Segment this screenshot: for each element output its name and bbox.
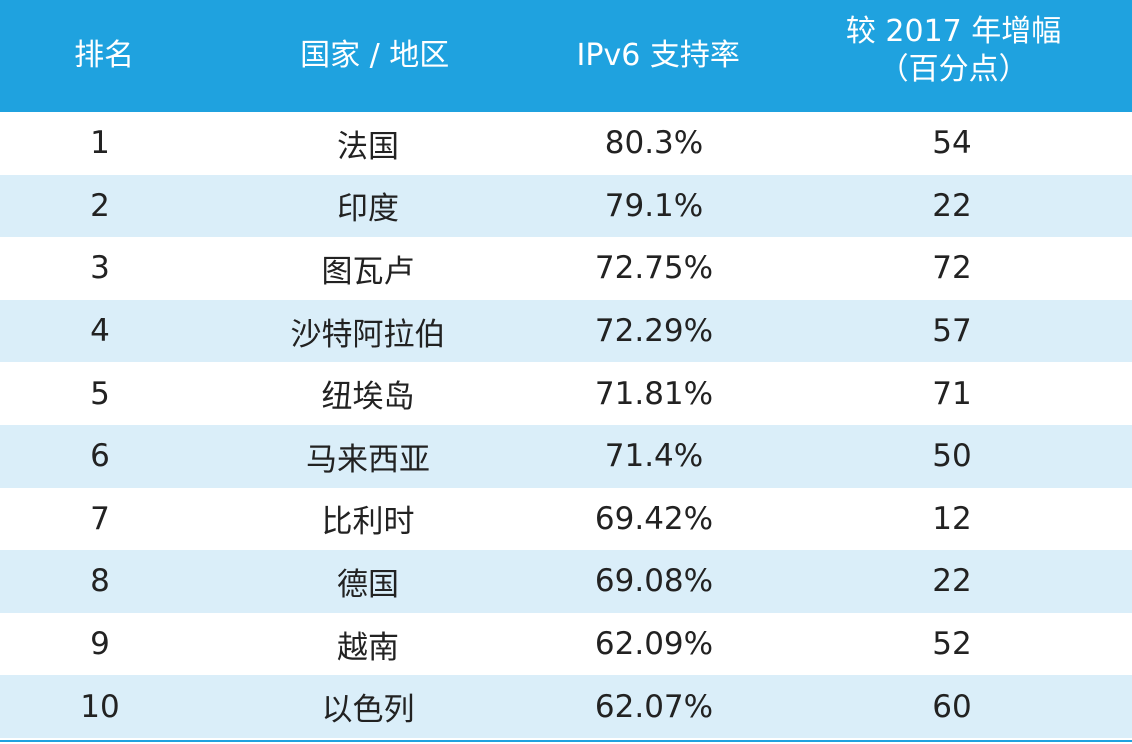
table-row: 2 印度 79.1% 22 [0,174,1132,238]
cell-growth: 72 [932,250,972,287]
header-growth: 较 2017 年增幅 （百分点） [775,13,1132,89]
cell-growth: 12 [932,500,972,537]
cell-growth: 71 [932,375,972,412]
cell-growth: 57 [932,313,972,350]
cell-rate: 62.09% [594,626,714,663]
cell-rank: 2 [90,187,110,224]
cell-country: 比利时 [321,504,415,541]
cell-rank: 7 [90,500,110,537]
cell-country: 法国 [337,128,399,165]
table-row: 1 法国 80.3% 54 [0,112,1132,175]
table-row: 3 图瓦卢 72.75% 72 [0,237,1132,300]
cell-rate: 72.29% [594,313,714,350]
cell-rate: 71.4% [604,438,704,475]
table-row: 7 比利时 69.42% 12 [0,488,1132,551]
cell-rank: 3 [90,250,110,287]
cell-rate: 71.81% [594,375,714,412]
cell-growth: 54 [932,125,972,162]
cell-rate: 62.07% [594,688,714,725]
table-body: 1 法国 80.3% 54 2 印度 79.1% 22 3 图瓦卢 72.75%… [0,112,1132,738]
table-header: 排名 国家 / 地区 IPv6 支持率 较 2017 年增幅 （百分点） [0,0,1132,112]
header-growth-line1: 较 2017 年增幅 [845,14,1062,49]
cell-country: 马来西亚 [306,441,430,478]
header-rate: IPv6 支持率 [576,38,740,73]
cell-rate: 72.75% [594,250,714,287]
header-rank: 排名 [74,38,135,73]
cell-rate: 69.08% [594,563,714,600]
cell-country: 以色列 [321,692,415,729]
header-country: 国家 / 地区 [300,38,450,73]
table-row: 9 越南 62.09% 52 [0,613,1132,676]
cell-growth: 22 [932,187,972,224]
header-growth-line2: （百分点） [878,52,1029,87]
cell-rank: 9 [90,626,110,663]
cell-country: 印度 [337,191,399,228]
cell-growth: 22 [932,563,972,600]
cell-country: 图瓦卢 [321,253,415,290]
cell-country: 纽埃岛 [321,379,415,416]
cell-rank: 4 [90,313,110,350]
cell-rate: 69.42% [594,500,714,537]
table-row: 8 德国 69.08% 22 [0,550,1132,613]
table-row: 6 马来西亚 71.4% 50 [0,424,1132,488]
cell-rate: 79.1% [604,187,704,224]
table-bottom-border [0,740,1132,742]
cell-growth: 50 [932,438,972,475]
cell-rank: 1 [90,125,110,162]
cell-growth: 52 [932,626,972,663]
cell-rate: 80.3% [604,125,704,162]
table-row: 10 以色列 62.07% 60 [0,675,1132,738]
cell-growth: 60 [932,688,972,725]
cell-rank: 10 [80,688,120,725]
cell-country: 沙特阿拉伯 [290,316,446,353]
cell-rank: 5 [90,375,110,412]
cell-rank: 6 [90,438,110,475]
table-row: 4 沙特阿拉伯 72.29% 57 [0,299,1132,363]
cell-rank: 8 [90,563,110,600]
cell-country: 越南 [337,629,399,666]
table-row: 5 纽埃岛 71.81% 71 [0,362,1132,425]
cell-country: 德国 [337,566,399,603]
